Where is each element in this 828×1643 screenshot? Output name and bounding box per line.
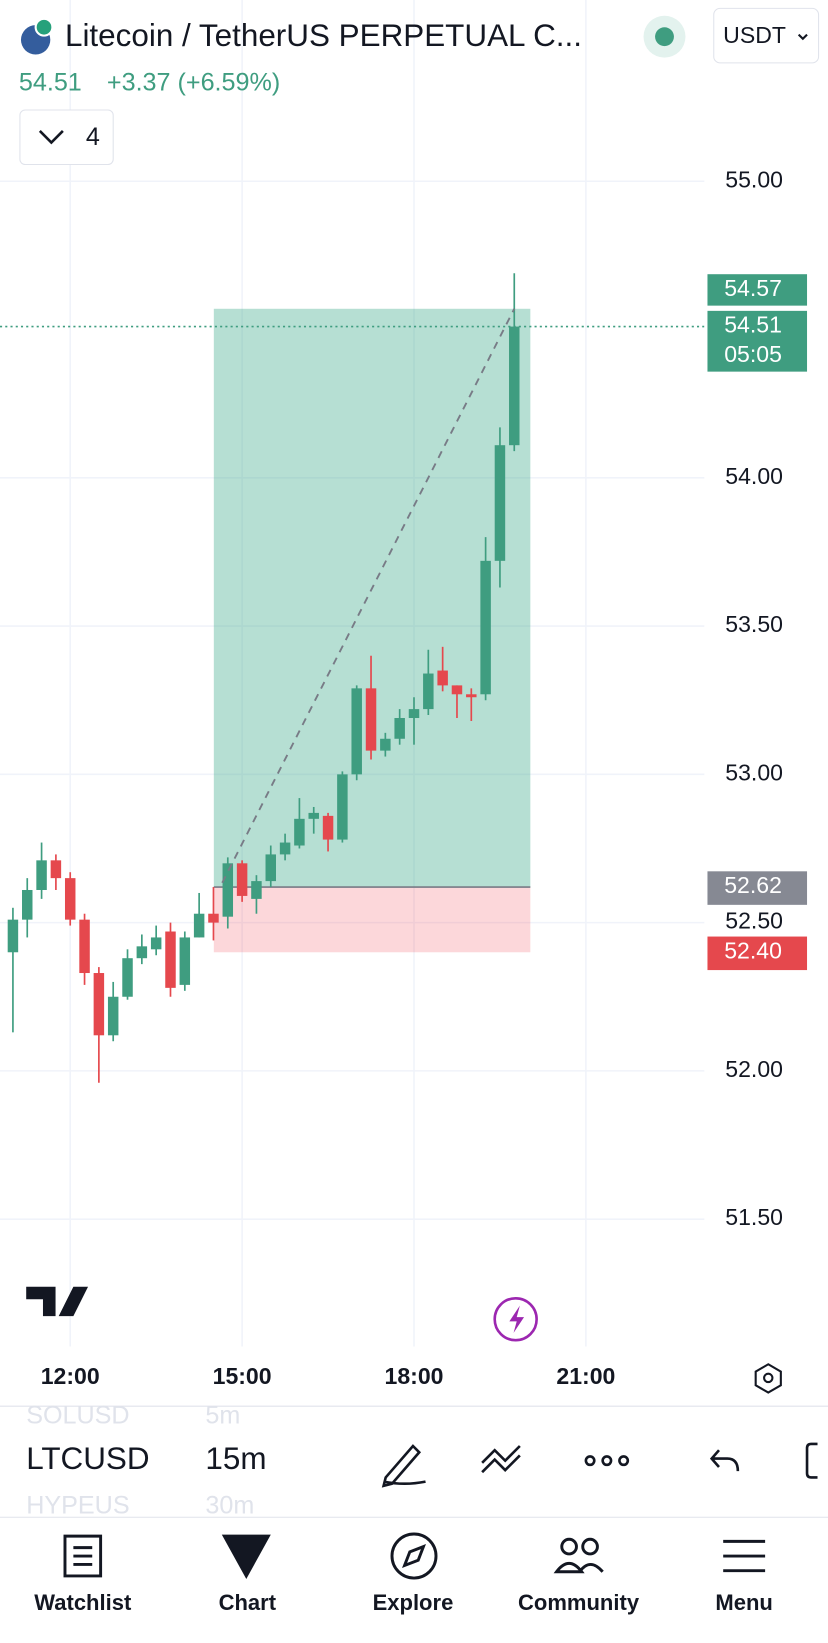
y-tick-label: 51.50 — [725, 1204, 783, 1230]
logo — [26, 1286, 89, 1317]
candle-body — [480, 560, 491, 695]
chevron — [797, 33, 808, 41]
candle-body — [494, 445, 506, 561]
indicators-count: 4 — [86, 123, 100, 151]
candle-body — [7, 919, 19, 953]
candle-body — [509, 326, 520, 446]
candle-body — [466, 694, 477, 698]
lightning — [509, 1305, 525, 1333]
x-tick-label: 21:00 — [556, 1363, 615, 1389]
price-tag — [707, 871, 808, 905]
candle-body — [380, 738, 391, 751]
price-change: +3.37 (+6.59%) — [107, 68, 280, 96]
candle-body — [222, 863, 234, 917]
candle-body — [22, 889, 33, 920]
candle-body — [451, 685, 463, 695]
price-tag — [707, 310, 808, 372]
price-tag-label: 52.62 — [724, 872, 782, 898]
symbol-option[interactable]: LTCUSD — [26, 1441, 149, 1476]
candle-body — [294, 818, 305, 846]
indicators-button[interactable] — [19, 109, 114, 166]
candle-body — [122, 958, 133, 997]
candle-body — [394, 718, 405, 739]
settings-icon[interactable] — [754, 1363, 782, 1394]
candle-body — [351, 688, 362, 775]
candle-body — [308, 812, 319, 819]
alert-icon[interactable] — [493, 1296, 538, 1342]
candle-body — [423, 673, 434, 710]
nav-item[interactable]: Chart — [219, 1590, 277, 1615]
interval-option[interactable]: 30m — [205, 1491, 254, 1519]
toolbar: SOLUSD LTCUSD HYPEUS 5m 15m 30m — [26, 1401, 266, 1519]
candle-body — [50, 860, 62, 879]
y-tick-label: 53.00 — [725, 759, 783, 785]
candle-body — [107, 996, 119, 1036]
candle-body — [150, 937, 162, 950]
candle-body — [136, 946, 148, 959]
bottom-nav: Watchlist Chart Explore Community Menu — [34, 1590, 773, 1615]
y-tick-label: 52.50 — [725, 908, 783, 934]
plot — [0, 273, 705, 1083]
interval-option[interactable]: 15m — [205, 1441, 266, 1476]
candle-body — [208, 913, 219, 923]
nav-item[interactable]: Community — [518, 1590, 640, 1615]
price-tag-label: 54.57 — [724, 275, 782, 301]
y-tick-label: 53.50 — [725, 611, 783, 637]
quote-icon — [34, 17, 54, 37]
price-axis: 51.50 52.00 52.50 53.00 53.50 54.00 55.00 12:00… — [41, 166, 808, 1389]
settings-dot — [763, 1372, 774, 1384]
candle-body — [236, 863, 248, 896]
price-tag — [707, 274, 808, 306]
x-tick-label: 15:00 — [213, 1363, 272, 1389]
candle-body — [64, 878, 76, 920]
stop-zone — [213, 887, 531, 953]
candle-body — [265, 854, 276, 882]
candle-body — [251, 881, 262, 899]
candle-body — [279, 842, 291, 855]
candle-body — [408, 709, 420, 719]
trade-path — [221, 308, 516, 884]
y-tick-label: 55.00 — [725, 166, 783, 192]
price-tag-label: 52.40 — [724, 937, 782, 963]
status-dot — [655, 27, 674, 47]
indicator-icon[interactable] — [481, 1445, 521, 1474]
nav-item[interactable]: Menu — [715, 1590, 772, 1615]
candle-body — [165, 931, 176, 988]
currency-button[interactable] — [713, 7, 820, 64]
last-price: 54.51 — [19, 68, 82, 96]
fullscreen-icon[interactable] — [805, 1442, 818, 1479]
candle-body — [79, 919, 90, 974]
currency-label: USDT — [723, 22, 786, 48]
more-icon[interactable] — [584, 1455, 630, 1467]
candle-body — [365, 688, 377, 751]
target-zone — [213, 308, 531, 888]
price-tag — [707, 936, 808, 971]
candle-body — [193, 913, 205, 938]
countdown: 05:05 — [724, 341, 782, 367]
candle-body — [337, 774, 348, 840]
symbol-option[interactable]: SOLUSD — [26, 1401, 129, 1429]
symbol-title[interactable]: Litecoin / TetherUS PERPETUAL C... — [65, 18, 582, 53]
chevron — [38, 130, 64, 145]
draw-icon[interactable] — [381, 1444, 426, 1488]
nav-item[interactable]: Explore — [373, 1590, 454, 1615]
nav-icons — [63, 1532, 766, 1580]
candle-body — [179, 937, 191, 985]
x-tick-label: 12:00 — [41, 1363, 100, 1389]
candle-body — [437, 670, 448, 686]
undo-icon[interactable] — [709, 1449, 740, 1472]
candle-body — [322, 815, 334, 840]
price-tag-label: 54.51 — [724, 312, 782, 338]
interval-option[interactable]: 5m — [205, 1401, 240, 1429]
candle-body — [36, 860, 47, 890]
y-tick-label: 52.00 — [725, 1056, 783, 1082]
symbol-option[interactable]: HYPEUS — [26, 1491, 129, 1519]
x-tick-label: 18:00 — [385, 1363, 444, 1389]
y-tick-label: 54.00 — [725, 463, 783, 489]
nav-item[interactable]: Watchlist — [34, 1590, 132, 1615]
candle-body — [93, 973, 105, 1036]
